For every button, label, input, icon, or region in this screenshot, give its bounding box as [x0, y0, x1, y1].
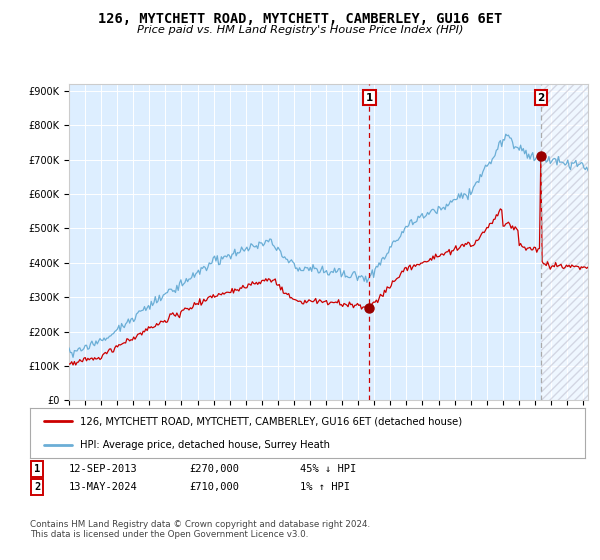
- Text: 1: 1: [366, 93, 373, 102]
- Text: Price paid vs. HM Land Registry's House Price Index (HPI): Price paid vs. HM Land Registry's House …: [137, 25, 463, 35]
- Text: 1% ↑ HPI: 1% ↑ HPI: [300, 482, 350, 492]
- Text: £710,000: £710,000: [189, 482, 239, 492]
- Text: 12-SEP-2013: 12-SEP-2013: [69, 464, 138, 474]
- Text: 13-MAY-2024: 13-MAY-2024: [69, 482, 138, 492]
- Text: £270,000: £270,000: [189, 464, 239, 474]
- Text: 2: 2: [537, 93, 545, 102]
- Text: 2: 2: [34, 482, 40, 492]
- Text: Contains HM Land Registry data © Crown copyright and database right 2024.
This d: Contains HM Land Registry data © Crown c…: [30, 520, 370, 539]
- Text: 45% ↓ HPI: 45% ↓ HPI: [300, 464, 356, 474]
- Text: 126, MYTCHETT ROAD, MYTCHETT, CAMBERLEY, GU16 6ET (detached house): 126, MYTCHETT ROAD, MYTCHETT, CAMBERLEY,…: [80, 416, 462, 426]
- Text: 126, MYTCHETT ROAD, MYTCHETT, CAMBERLEY, GU16 6ET: 126, MYTCHETT ROAD, MYTCHETT, CAMBERLEY,…: [98, 12, 502, 26]
- Text: HPI: Average price, detached house, Surrey Heath: HPI: Average price, detached house, Surr…: [80, 440, 330, 450]
- Text: 1: 1: [34, 464, 40, 474]
